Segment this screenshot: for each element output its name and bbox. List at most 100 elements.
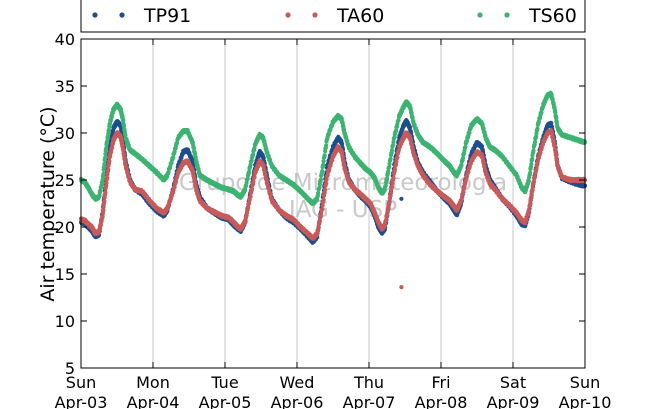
data-point: [323, 187, 328, 192]
outlier-point: [399, 196, 404, 201]
x-tick-label-day: Sat: [500, 373, 526, 392]
data-point: [316, 227, 321, 232]
data-point: [387, 164, 392, 170]
data-point: [535, 126, 540, 131]
data-point: [244, 213, 249, 218]
data-point: [171, 155, 176, 160]
data-point: [317, 185, 322, 190]
data-point: [529, 162, 534, 167]
y-tick-label: 40: [55, 30, 75, 49]
data-point: [103, 190, 108, 195]
data-point: [459, 163, 464, 168]
data-point: [106, 127, 112, 132]
axes: [80, 38, 586, 369]
data-point: [460, 156, 466, 161]
data-point: [526, 179, 531, 184]
y-tick-label: 35: [55, 77, 75, 96]
data-point: [252, 175, 257, 180]
legend-marker: [285, 12, 291, 18]
legend-label-ta60: TA60: [336, 5, 384, 27]
data-point: [534, 167, 539, 172]
data-point: [103, 151, 108, 157]
x-tick-label-day: Tue: [210, 373, 238, 392]
x-tick-label-date: Apr-03: [55, 393, 108, 409]
data-point: [105, 175, 110, 180]
x-tick-label-day: Thu: [353, 373, 384, 392]
data-point: [191, 146, 196, 151]
data-point: [100, 214, 105, 219]
data-point: [316, 191, 321, 196]
data-point: [384, 217, 389, 222]
data-point: [268, 192, 273, 197]
data-point: [532, 140, 538, 145]
data-point: [101, 208, 106, 213]
data-point: [389, 148, 395, 153]
data-point: [531, 179, 537, 184]
data-point: [463, 144, 468, 149]
y-tick-label: 10: [55, 312, 75, 331]
plot-series: [78, 90, 588, 290]
series-ts60: [78, 90, 588, 206]
x-tick-label-date: Apr-05: [199, 393, 252, 409]
y-tick-label: 15: [55, 265, 75, 284]
data-point: [533, 134, 539, 139]
data-point: [392, 135, 397, 140]
data-point: [319, 211, 324, 217]
data-point: [104, 181, 109, 186]
data-point: [324, 181, 329, 186]
x-tick-label-date: Apr-06: [271, 393, 324, 409]
data-point: [530, 156, 535, 162]
series-ta60: [78, 128, 588, 290]
data-point: [389, 184, 395, 189]
outlier-point: [399, 285, 404, 290]
data-point: [245, 176, 250, 181]
data-point: [393, 128, 399, 133]
data-point: [173, 179, 179, 184]
data-point: [527, 207, 532, 212]
data-point: [122, 157, 127, 162]
data-point: [391, 139, 396, 144]
x-tick-label-day: Wed: [280, 373, 315, 392]
data-point: [104, 146, 109, 151]
data-point: [320, 203, 325, 208]
data-point: [248, 194, 253, 199]
data-point: [105, 138, 110, 144]
data-point: [100, 177, 105, 182]
legend-label-tp91: TP91: [143, 5, 191, 27]
x-tick-label-date: Apr-09: [487, 393, 540, 409]
data-point: [532, 174, 538, 179]
data-point: [121, 118, 126, 123]
data-point: [462, 185, 467, 190]
y-tick-labels: 5 10 15 20 25 30 35 40: [55, 30, 75, 378]
data-point: [528, 170, 533, 175]
legend-marker: [312, 12, 318, 18]
data-point: [317, 219, 322, 224]
data-point: [531, 148, 536, 153]
data-point: [321, 162, 326, 167]
legend-marker: [504, 12, 510, 18]
data-point: [552, 144, 557, 149]
legend-marker: [92, 12, 98, 18]
data-point: [386, 169, 391, 174]
data-point: [251, 179, 256, 184]
legend-marker: [477, 12, 483, 18]
watermark-text: IAG - USP: [289, 197, 397, 223]
data-point: [384, 176, 390, 181]
data-point: [318, 177, 323, 182]
x-tick-label-day: Fri: [431, 373, 450, 392]
y-axis-label: Air temperature (°C): [37, 106, 59, 301]
data-point: [103, 155, 108, 160]
data-point: [247, 169, 252, 174]
data-point: [554, 158, 560, 164]
legend-label-ts60: TS60: [528, 5, 577, 27]
x-tick-labels: SunApr-03MonApr-04TueApr-05WedApr-06ThuA…: [55, 373, 612, 409]
data-point: [251, 152, 256, 157]
data-point: [395, 155, 400, 160]
x-tick-label-day: Mon: [136, 373, 170, 392]
data-point: [315, 231, 320, 236]
data-point: [320, 207, 325, 212]
data-point: [321, 197, 326, 202]
legend-box: [80, 0, 586, 33]
x-tick-label-date: Apr-04: [127, 393, 180, 409]
